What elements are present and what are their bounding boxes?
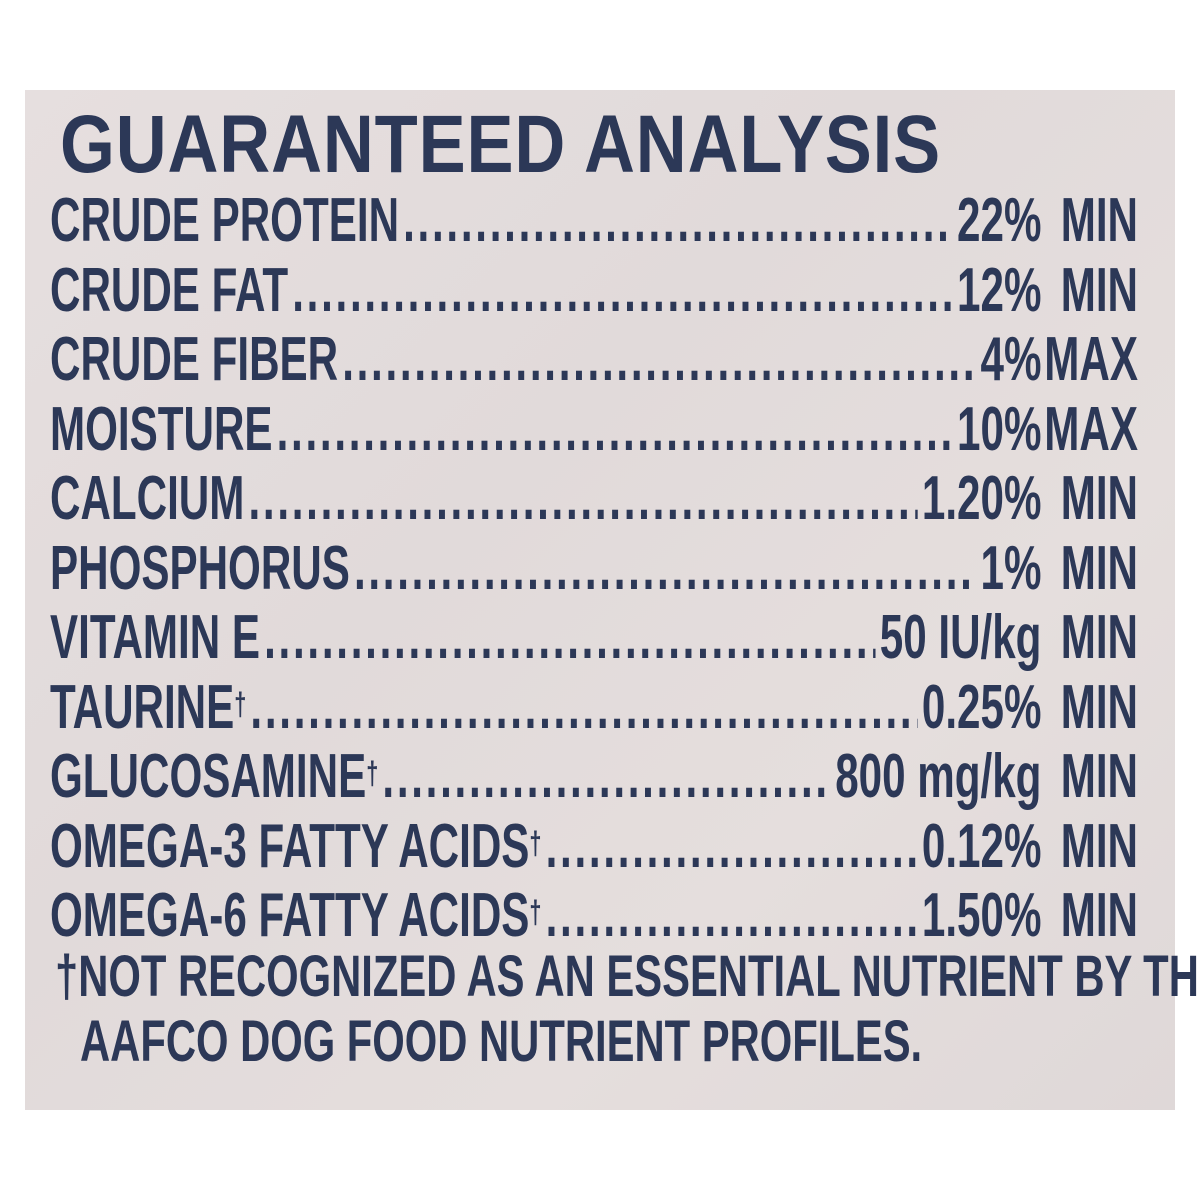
analysis-row: CRUDE FAT 12% MIN [50, 255, 1138, 330]
analysis-row: PHOSPHORUS 1% MIN [50, 533, 1138, 608]
nutrient-value: 22% [957, 186, 1042, 255]
nutrient-label: CALCIUM [50, 468, 244, 530]
nutrient-name: OMEGA-6 FATTY ACIDS [50, 881, 530, 950]
nutrient-value: 1.50% [921, 881, 1042, 950]
nutrient-label: GLUCOSAMINE† [50, 746, 378, 808]
nutrient-unit: MIN [1060, 811, 1138, 881]
nutrient-value: 1% [980, 533, 1042, 603]
nutrient-unit: MAX [1044, 394, 1138, 464]
analysis-row: OMEGA-6 FATTY ACIDS†1.50%MIN [50, 885, 1138, 955]
dot-leader [342, 329, 976, 391]
nutrient-unit: MIN [1060, 742, 1138, 811]
nutrient-name: TAURINE [50, 672, 235, 742]
analysis-row: OMEGA-3 FATTY ACIDS† 0.12% MIN [50, 811, 1138, 886]
dagger-mark: † [529, 824, 542, 861]
analysis-row: MOISTURE 10%MAX [50, 394, 1138, 469]
nutrient-value: 50 IU/kg [879, 603, 1042, 672]
nutrient-unit: MIN [1060, 255, 1138, 325]
nutrient-unit: MIN [1060, 672, 1138, 742]
nutrient-name: CRUDE FAT [50, 255, 289, 325]
nutrient-label: CRUDE PROTEIN [50, 190, 399, 252]
nutrient-label: OMEGA-3 FATTY ACIDS† [50, 815, 542, 878]
nutrient-value: 0.12% [921, 811, 1042, 881]
nutrient-name: CRUDE PROTEIN [50, 186, 400, 255]
nutrient-value: 10% [957, 394, 1042, 464]
nutrient-label: VITAMIN E [50, 607, 260, 669]
dot-leader [292, 260, 953, 322]
dot-leader [546, 816, 918, 878]
footnote-line-2: AAFCO DOG FOOD NUTRIENT PROFILES. [80, 1009, 923, 1074]
nutrient-label: CRUDE FIBER [50, 329, 338, 391]
nutrient-label: PHOSPHORUS [50, 537, 350, 600]
nutrient-value: 0.25% [921, 672, 1042, 742]
nutrient-name: GLUCOSAMINE [50, 742, 367, 811]
nutrient-label: TAURINE† [50, 676, 247, 739]
nutrient-name: VITAMIN E [50, 603, 261, 672]
nutrient-value: 1.20% [921, 464, 1042, 533]
nutrient-unit: MAX [1044, 325, 1138, 394]
dot-leader [264, 607, 876, 669]
analysis-row: CALCIUM1.20%MIN [50, 468, 1138, 538]
analysis-row: CRUDE PROTEIN22%MIN [50, 190, 1138, 260]
nutrient-value: 800 mg/kg [835, 742, 1042, 811]
nutrient-unit: MIN [1060, 186, 1138, 255]
nutrient-name: CALCIUM [50, 464, 245, 533]
nutrient-value: 4% [980, 325, 1042, 394]
dot-leader [382, 746, 831, 808]
analysis-row: TAURINE† 0.25% MIN [50, 672, 1138, 747]
nutrient-name: PHOSPHORUS [50, 533, 350, 603]
dot-leader [277, 399, 953, 461]
nutrient-value: 12% [957, 255, 1042, 325]
dot-leader [403, 190, 953, 252]
nutrient-label: MOISTURE [50, 398, 273, 461]
analysis-row: CRUDE FIBER4%MAX [50, 329, 1138, 399]
nutrient-unit: MIN [1060, 881, 1138, 950]
nutrient-label: CRUDE FAT [50, 259, 288, 322]
dot-leader [546, 885, 918, 947]
nutrient-name: CRUDE FIBER [50, 325, 339, 394]
nutrient-unit: MIN [1060, 533, 1138, 603]
nutrient-label: OMEGA-6 FATTY ACIDS† [50, 885, 542, 947]
dagger-mark: † [366, 755, 379, 791]
dot-leader [248, 468, 917, 530]
footnote-line-1: †NOT RECOGNIZED AS AN ESSENTIAL NUTRIENT… [55, 944, 1200, 1009]
dagger-mark: † [234, 685, 247, 722]
dot-leader [250, 677, 917, 739]
nutrient-unit: MIN [1060, 603, 1138, 672]
guaranteed-analysis-title: GUARANTEED ANALYSIS [60, 99, 941, 190]
nutrient-unit: MIN [1060, 464, 1138, 533]
dot-leader [354, 538, 976, 600]
dagger-mark: † [529, 894, 542, 930]
nutrient-name: OMEGA-3 FATTY ACIDS [50, 811, 530, 881]
nutrient-name: MOISTURE [50, 394, 273, 464]
